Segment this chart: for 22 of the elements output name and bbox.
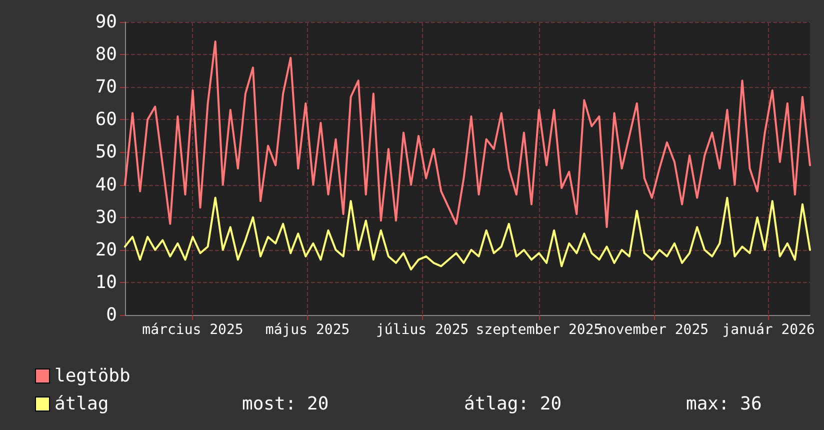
x-tick-label: május 2025 bbox=[265, 322, 350, 338]
line-series bbox=[124, 196, 811, 270]
text: max: 36 bbox=[686, 394, 762, 414]
text: most: 20 bbox=[242, 394, 329, 414]
y-tick-label: 30 bbox=[95, 206, 117, 228]
line-series bbox=[124, 40, 811, 228]
text: átlag: 20 bbox=[464, 394, 562, 414]
y-tick-label: 10 bbox=[95, 272, 117, 293]
x-tick-label: november 2025 bbox=[599, 322, 709, 338]
y-tick-label: 20 bbox=[95, 239, 117, 260]
x-tick-label: július 2025 bbox=[376, 322, 469, 338]
x-tick-label: január 2026 bbox=[722, 322, 815, 338]
y-tick-label: 70 bbox=[95, 76, 117, 98]
y-tick-label: 40 bbox=[95, 174, 117, 196]
legend-label: átlag bbox=[54, 394, 109, 414]
y-tick-label: 60 bbox=[95, 109, 117, 130]
y-tick-label: 0 bbox=[106, 304, 117, 326]
y-tick-label: 50 bbox=[95, 142, 117, 163]
y-tick-label: 90 bbox=[95, 12, 117, 32]
x-tick-label: március 2025 bbox=[142, 322, 244, 338]
legend-label: legtöbb bbox=[54, 366, 130, 386]
y-tick-label: 80 bbox=[95, 44, 117, 66]
